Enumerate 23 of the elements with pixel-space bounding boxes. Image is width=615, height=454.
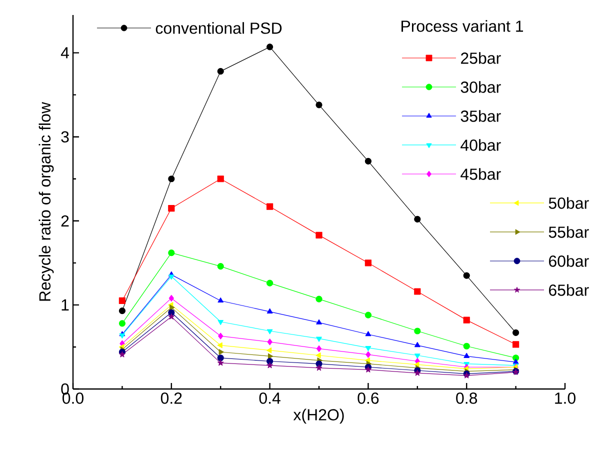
- legend-label: 35bar: [460, 110, 501, 122]
- legend-title: Process variant 1: [402, 20, 523, 32]
- x-tick-label: 0.2: [160, 392, 182, 404]
- legend-label: 25bar: [461, 52, 501, 64]
- legend-label: 60bar: [549, 255, 589, 267]
- legend-label: 55bar: [548, 226, 589, 238]
- y-tick-label: 3: [61, 131, 69, 143]
- x-tick-label: 0.4: [259, 392, 280, 404]
- x-tick-label: 0.0: [62, 392, 84, 404]
- legend-label: 45bar: [460, 168, 501, 180]
- x-axis-title: x(H2O): [293, 408, 344, 424]
- y-tick-label: 1: [62, 299, 69, 310]
- x-tick-label: 1.0: [555, 392, 576, 404]
- legend-label: conventional PSD: [156, 22, 282, 34]
- y-axis-title: Recycle ratio of organic flow: [38, 102, 54, 301]
- legend-label: 40bar: [460, 139, 501, 151]
- legend-label: 30bar: [460, 81, 501, 93]
- legend-label: 65bar: [549, 284, 589, 296]
- legend-label: 50bar: [548, 197, 589, 209]
- x-tick-label: 0.6: [358, 392, 379, 404]
- y-tick-label: 2: [61, 215, 69, 226]
- x-tick-label: 0.8: [456, 392, 478, 404]
- y-tick-label: 4: [60, 47, 69, 58]
